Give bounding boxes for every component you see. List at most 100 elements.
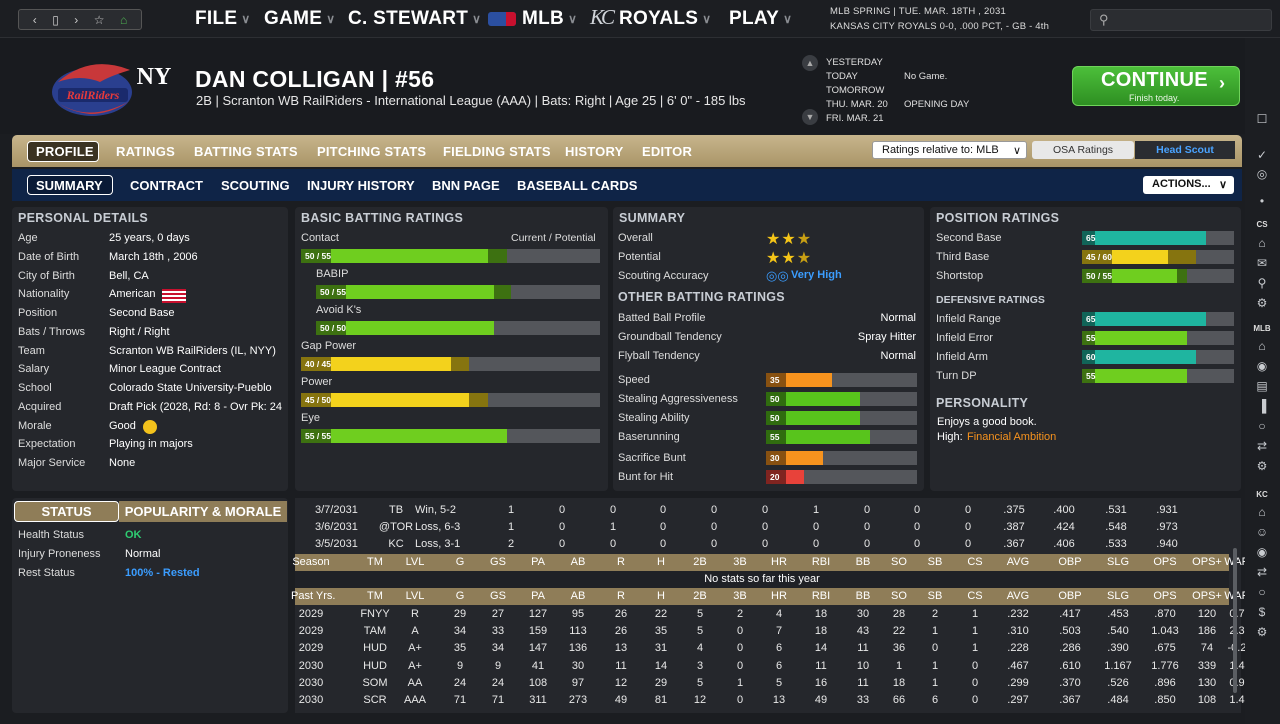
table-cell: OPS — [1153, 556, 1177, 568]
tab-summary[interactable]: SUMMARY — [36, 178, 103, 193]
game-log-row[interactable]: 3/7/2031 TB Win, 5-2 1 0 0 0 0 0 1 0 0 0 .375 .400 .531… — [295, 502, 1229, 519]
table-cell: .870 — [1154, 608, 1176, 620]
menu-manager[interactable]: C. STEWART ∨ — [348, 8, 482, 29]
schedule-up-button[interactable]: ▲ — [802, 55, 818, 71]
table-cell: 0 — [659, 538, 667, 550]
table-cell: .400 — [1053, 504, 1075, 516]
table-cell: .973 — [1156, 521, 1178, 533]
table-cell: 0 — [736, 694, 744, 706]
table-cell: .548 — [1105, 521, 1127, 533]
panel-title: BASIC BATTING RATINGS — [301, 211, 464, 225]
table-cell: .310 — [1007, 625, 1029, 638]
menu-royals[interactable]: ROYALS ∨ — [619, 8, 712, 29]
tab-baseball-cards[interactable]: BASEBALL CARDS — [517, 178, 638, 193]
menu-mlb[interactable]: MLB ∨ — [522, 8, 578, 29]
back-icon[interactable]: ‹ — [32, 12, 37, 27]
check-icon[interactable]: ✓ — [1256, 148, 1268, 162]
page-icon[interactable]: ▯ — [52, 12, 59, 27]
menu-play[interactable]: PLAY ∨ — [729, 8, 793, 29]
chart-icon[interactable]: ▐ — [1257, 399, 1267, 413]
dollar-icon[interactable]: $ — [1258, 605, 1266, 619]
baseball-icon[interactable]: ○ — [1258, 585, 1266, 599]
table-cell: 0 — [761, 504, 769, 516]
table-cell: 9 — [456, 659, 464, 672]
star-icon: ★ — [766, 231, 781, 248]
tab-editor[interactable]: EDITOR — [642, 144, 693, 159]
tab-scouting[interactable]: SCOUTING — [221, 178, 290, 193]
table-cell: TM — [367, 590, 383, 602]
star-icon: ★ — [781, 250, 796, 267]
continue-button[interactable]: CONTINUE Finish today. › — [1072, 66, 1240, 106]
home-icon[interactable]: ⌂ — [1258, 505, 1266, 519]
tab-injury-history[interactable]: INJURY HISTORY — [307, 178, 415, 193]
status-value: OK — [125, 529, 142, 541]
tab-batting-stats[interactable]: BATTING STATS — [194, 144, 298, 159]
lightbulb-icon[interactable]: • — [1259, 194, 1265, 208]
game-log-row[interactable]: 3/5/2031 KC Loss, 3-1 2 0 0 0 0 0 0 0 0 0 .367 .406 .53… — [295, 536, 1229, 553]
tab-ratings[interactable]: RATINGS — [116, 144, 175, 159]
menu-file[interactable]: FILE ∨ — [195, 8, 251, 29]
table-scrollbar[interactable] — [1233, 548, 1237, 693]
rating-badge: 50 / 55 — [301, 249, 331, 263]
home-icon[interactable]: ⌂ — [1258, 339, 1266, 353]
status-label: Injury Proneness — [18, 548, 101, 560]
settings-icon[interactable]: ⚙ — [1256, 459, 1268, 473]
no-stats-text: No stats so far this year — [704, 573, 820, 585]
table-cell: .370 — [1059, 676, 1081, 689]
target-icon[interactable]: ◉ — [1256, 545, 1268, 559]
baseball-icon[interactable]: ○ — [1258, 419, 1266, 433]
mail-icon[interactable]: ✉ — [1256, 256, 1268, 270]
table-cell: 1 — [971, 642, 979, 655]
tab-status[interactable]: STATUS — [14, 501, 119, 522]
rating-badge: 55 — [1082, 331, 1096, 345]
collapse-icon[interactable]: ☐ — [1256, 112, 1268, 126]
tab-profile-frame[interactable] — [27, 141, 99, 162]
sidebar-label-mlb: MLB — [1253, 324, 1271, 333]
actions-dropdown[interactable]: ACTIONS... ∨ — [1143, 176, 1234, 194]
tab-summary-frame[interactable] — [27, 175, 113, 195]
head-scout-button[interactable]: Head Scout — [1135, 141, 1235, 159]
table-cell: 0 — [659, 504, 667, 516]
card-icon[interactable]: ▤ — [1256, 379, 1268, 393]
table-cell: 2B — [693, 590, 707, 602]
tab-contract[interactable]: CONTRACT — [130, 178, 203, 193]
tab-profile[interactable]: PROFILE — [36, 144, 94, 159]
chevron-down-icon: ∨ — [1219, 179, 1228, 191]
table-cell: SLG — [1106, 556, 1129, 568]
detail-label: Age — [18, 232, 38, 244]
target-icon[interactable]: ◉ — [1256, 359, 1268, 373]
rating-bar-current — [1082, 231, 1206, 245]
tab-bnn-page[interactable]: BNN PAGE — [432, 178, 500, 193]
ratings-relative-select[interactable]: Ratings relative to: MLB ∨ — [872, 141, 1027, 159]
tab-popularity-morale[interactable]: POPULARITY & MORALE — [119, 501, 287, 522]
star-icon[interactable]: ☆ — [93, 12, 105, 27]
gear-icon[interactable]: ⚙ — [1256, 625, 1268, 639]
home-icon[interactable]: ⌂ — [119, 12, 128, 27]
table-cell: .540 — [1107, 625, 1129, 638]
home-icon[interactable]: ⌂ — [1258, 236, 1266, 250]
detail-label: Position — [18, 307, 58, 319]
tab-pitching-stats[interactable]: PITCHING STATS — [317, 144, 427, 159]
rating-bar-current — [316, 321, 494, 335]
tab-history[interactable]: HISTORY — [565, 144, 624, 159]
gear-icon[interactable]: ⚙ — [1256, 296, 1268, 310]
search-icon[interactable]: ⚲ — [1257, 276, 1267, 290]
people-icon[interactable]: ☺ — [1255, 525, 1269, 539]
table-cell: 0 — [710, 521, 718, 533]
game-log-row[interactable]: 3/6/2031 @TOR Loss, 6-3 1 0 1 0 0 0 0 0 0 0 .387 .424.… — [295, 519, 1229, 536]
forward-icon[interactable]: › — [74, 12, 79, 27]
personality-high-value: Financial Ambition — [967, 431, 1057, 443]
table-cell: .228 — [1007, 642, 1029, 655]
transfer-icon[interactable]: ⇄ — [1256, 565, 1268, 579]
osa-ratings-button[interactable]: OSA Ratings — [1032, 141, 1134, 159]
schedule-down-button[interactable]: ▼ — [802, 109, 818, 125]
table-cell: BB — [855, 590, 871, 602]
globe-icon[interactable]: ◎ — [1256, 167, 1268, 181]
search-input[interactable]: ⚲ — [1090, 9, 1272, 31]
menu-game[interactable]: GAME ∨ — [264, 8, 336, 29]
tab-fielding-stats[interactable]: FIELDING STATS — [443, 144, 551, 159]
rating-label: Power — [301, 376, 333, 388]
schedule-event: OPENING DAY — [904, 99, 970, 110]
running-rating-label: Sacrifice Bunt — [618, 452, 686, 464]
transfer-icon[interactable]: ⇄ — [1256, 439, 1268, 453]
